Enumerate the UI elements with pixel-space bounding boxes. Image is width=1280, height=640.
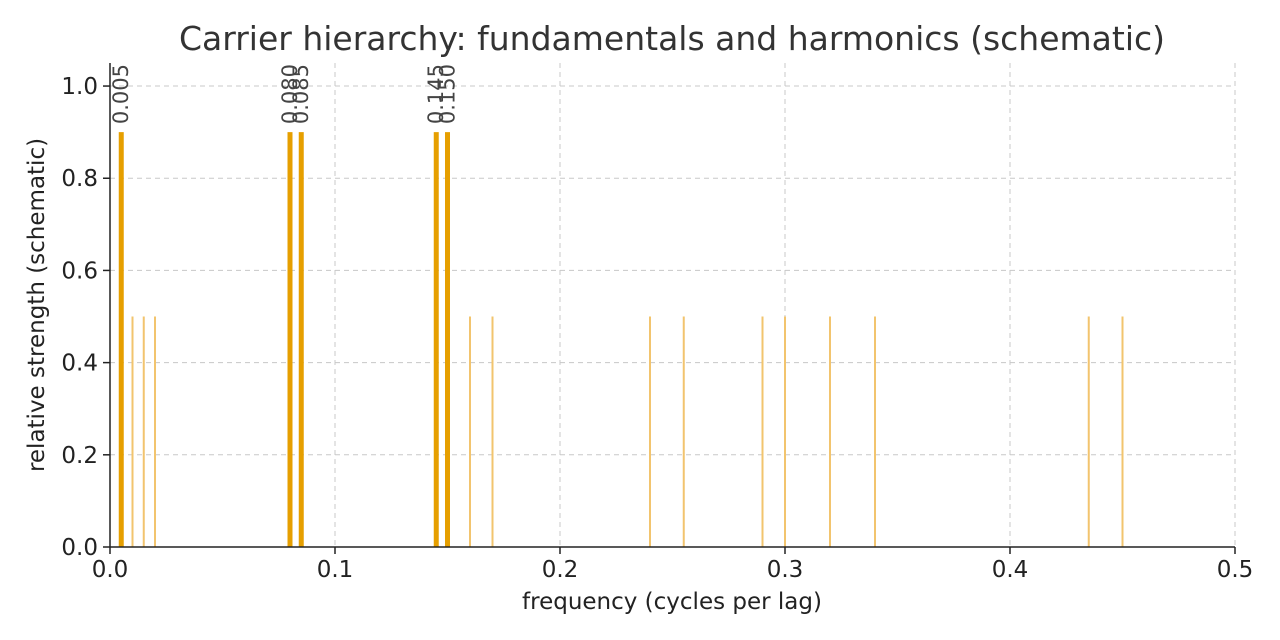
y-tick-label: 0.6 xyxy=(61,258,98,284)
x-axis-label: frequency (cycles per lag) xyxy=(522,589,822,615)
x-tick-label: 0.4 xyxy=(992,557,1029,583)
y-tick-label: 0.8 xyxy=(61,166,98,192)
y-tick-label: 0.0 xyxy=(61,535,98,561)
x-tick-label: 0.0 xyxy=(92,557,129,583)
y-tick-label: 0.4 xyxy=(61,351,98,377)
x-tick-label: 0.2 xyxy=(542,557,579,583)
y-axis-label: relative strength (schematic) xyxy=(24,138,50,472)
axes xyxy=(109,63,1235,548)
y-tick-label: 0.2 xyxy=(61,443,98,469)
ticks: 0.0 0.1 0.2 0.3 0.4 0.5 0.0 0.2 0.4 0.6 0.8 1.0 xyxy=(61,74,1253,583)
grid xyxy=(110,63,1236,547)
fundamental-label: 0.085 xyxy=(289,64,313,124)
fundamental-label: 0.080 xyxy=(278,64,302,124)
x-tick-label: 0.3 xyxy=(767,557,804,583)
chart-title: Carrier hierarchy: fundamentals and harm… xyxy=(179,19,1165,58)
fundamental-label: 0.145 xyxy=(424,64,448,124)
x-tick-label: 0.5 xyxy=(1217,557,1254,583)
fundamental-label: 0.150 xyxy=(436,64,460,124)
y-tick-label: 1.0 xyxy=(61,74,98,100)
fundamental-label: 0.005 xyxy=(109,64,133,124)
bars xyxy=(118,132,1124,547)
x-tick-label: 0.1 xyxy=(317,557,354,583)
